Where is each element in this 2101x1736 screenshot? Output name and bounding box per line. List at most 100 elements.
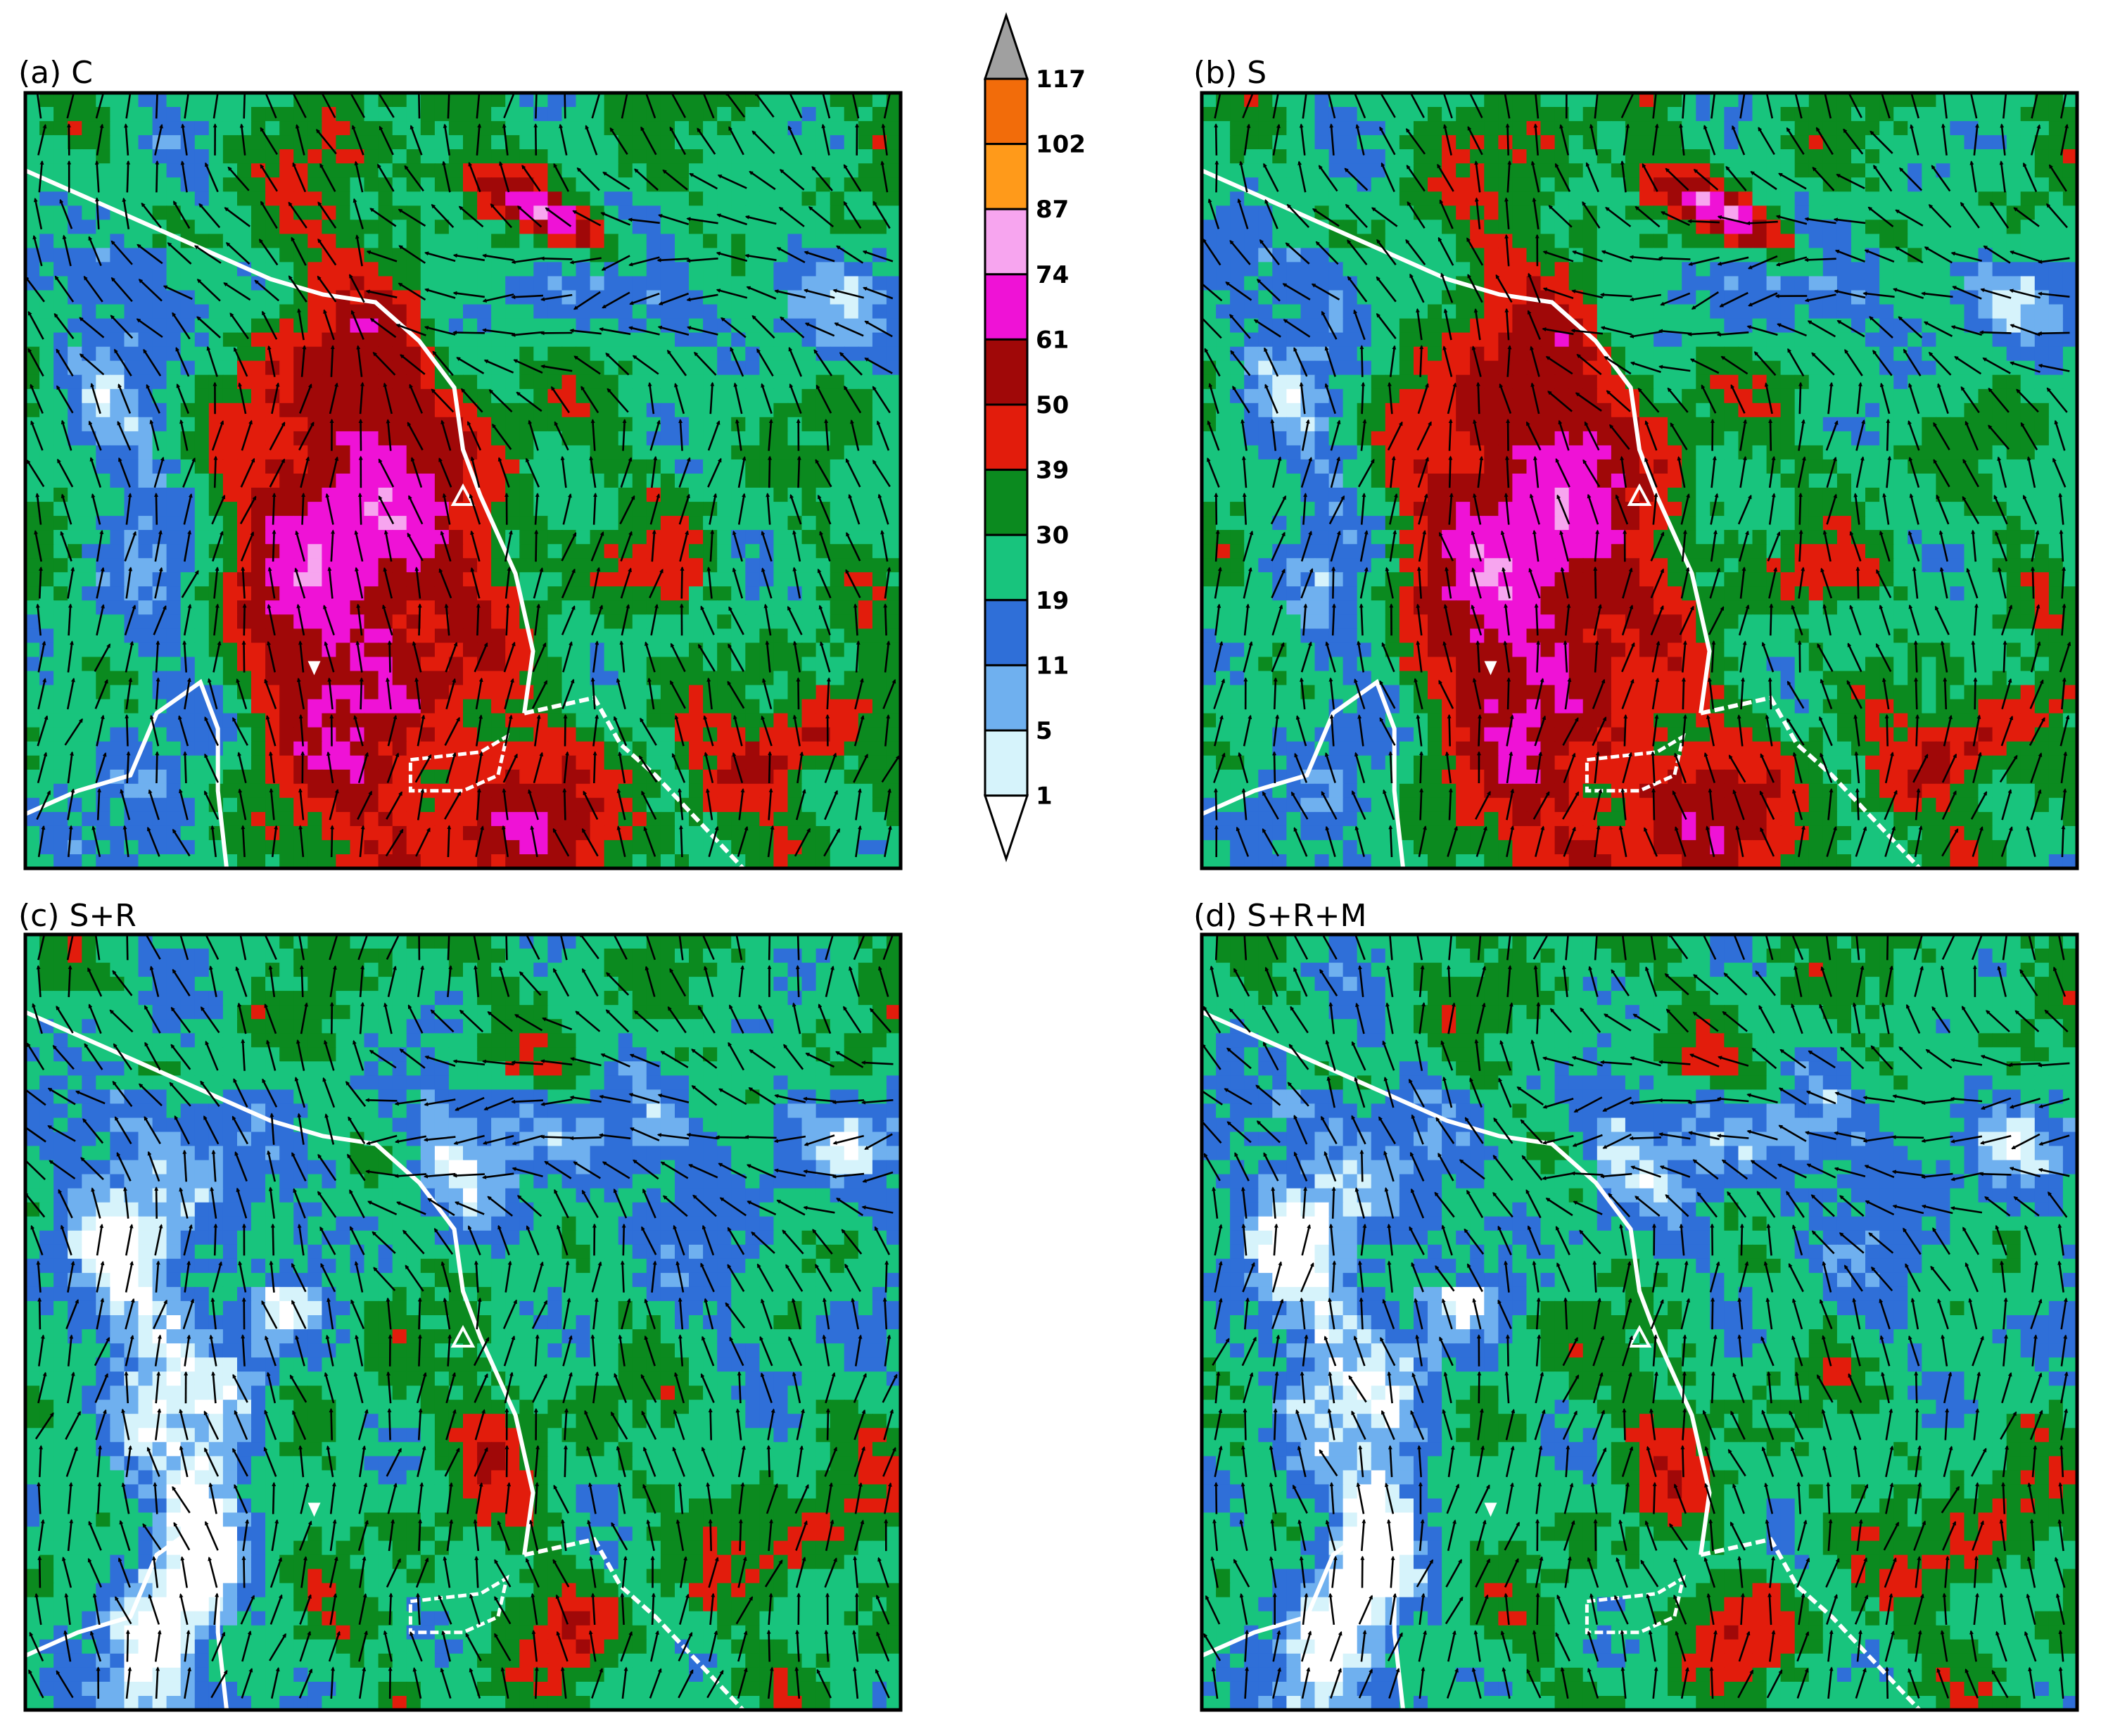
field-cell	[364, 417, 379, 432]
field-cell	[759, 657, 775, 672]
field-cell	[561, 713, 577, 728]
field-cell	[1766, 135, 1782, 150]
field-cell	[110, 516, 125, 531]
field-cell	[350, 360, 365, 376]
field-cell	[1371, 163, 1386, 178]
field-cell	[448, 544, 464, 559]
field-cell	[787, 163, 803, 178]
field-cell	[1202, 304, 1217, 319]
field-cell	[491, 220, 506, 235]
field-cell	[561, 276, 577, 291]
field-cell	[463, 262, 478, 277]
field-cell	[675, 163, 690, 178]
field-cell	[138, 262, 153, 277]
field-cell	[505, 628, 521, 644]
field-cell	[745, 572, 761, 587]
field-cell	[1653, 262, 1668, 277]
field-cell	[1992, 276, 2007, 291]
field-cell	[533, 360, 549, 376]
field-cell	[660, 727, 675, 742]
wind-vector	[183, 751, 188, 784]
field-cell	[364, 177, 379, 192]
field-cell	[1752, 234, 1767, 249]
field-cell	[787, 488, 803, 502]
field-cell	[646, 558, 661, 573]
field-cell	[505, 149, 521, 164]
field-cell	[477, 177, 492, 192]
field-cell	[392, 191, 407, 207]
field-cell	[1272, 163, 1288, 178]
field-cell	[1526, 93, 1542, 108]
field-cell	[1554, 276, 1570, 291]
field-cell	[1597, 135, 1612, 150]
field-cell	[1766, 191, 1782, 207]
field-cell	[1724, 276, 1739, 291]
field-cell	[2020, 163, 2036, 178]
field-cell	[1696, 276, 1711, 291]
field-cell	[265, 290, 280, 305]
field-cell	[547, 516, 563, 531]
field-cell	[194, 205, 210, 221]
field-cell	[801, 135, 817, 150]
field-cell	[406, 191, 421, 207]
field-cell	[1568, 149, 1584, 164]
field-cell	[1300, 262, 1316, 277]
field-cell	[844, 163, 859, 178]
field-cell	[703, 121, 718, 136]
field-cell	[1696, 205, 1711, 221]
field-cell	[1794, 121, 1810, 136]
field-cell	[279, 121, 295, 136]
field-cell	[1428, 248, 1442, 263]
field-cell	[1851, 191, 1866, 207]
field-cell	[420, 642, 436, 658]
field-cell	[830, 360, 845, 376]
field-cell	[293, 741, 309, 756]
field-cell	[632, 544, 647, 559]
field-cell	[406, 502, 421, 517]
field-cell	[787, 290, 803, 305]
field-cell	[858, 459, 873, 474]
field-cell	[166, 149, 182, 164]
field-cell	[1314, 93, 1330, 108]
field-cell	[689, 516, 704, 531]
field-cell	[364, 403, 379, 418]
field-cell	[505, 388, 521, 404]
field-cell	[872, 558, 887, 573]
field-cell	[759, 671, 775, 686]
field-cell	[222, 290, 238, 305]
field-cell	[477, 163, 492, 178]
field-cell	[886, 234, 901, 249]
field-cell	[830, 121, 845, 136]
field-cell	[561, 417, 577, 432]
field-cell	[138, 516, 153, 531]
wind-vector	[126, 160, 131, 193]
field-cell	[138, 121, 153, 136]
field-cell	[1780, 149, 1796, 164]
field-cell	[1964, 276, 1979, 291]
field-cell	[364, 642, 379, 658]
field-cell	[293, 290, 309, 305]
field-cell	[420, 220, 436, 235]
field-cell	[180, 248, 196, 263]
field-cell	[787, 374, 803, 390]
field-cell	[1597, 191, 1612, 207]
field-cell	[180, 191, 196, 207]
field-cell	[1978, 205, 1993, 221]
field-cell	[646, 628, 661, 644]
field-cell	[406, 530, 421, 545]
field-cell	[547, 220, 563, 235]
field-cell	[336, 459, 351, 474]
field-cell	[82, 205, 97, 221]
field-cell	[279, 797, 295, 813]
field-cell	[773, 685, 789, 700]
field-cell	[392, 628, 407, 644]
field-cell	[660, 516, 675, 531]
field-cell	[547, 783, 563, 799]
field-cell	[279, 685, 295, 700]
field-cell	[787, 220, 803, 235]
field-cell	[222, 516, 238, 531]
field-cell	[138, 530, 153, 545]
field-cell	[1540, 149, 1556, 164]
field-cell	[194, 163, 210, 178]
field-cell	[844, 276, 859, 291]
